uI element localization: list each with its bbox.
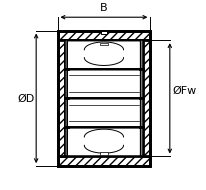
Bar: [143, 40, 150, 156]
FancyBboxPatch shape: [67, 99, 141, 127]
Bar: [101, 31, 107, 34]
FancyBboxPatch shape: [67, 41, 141, 69]
FancyBboxPatch shape: [67, 128, 141, 156]
FancyBboxPatch shape: [67, 70, 141, 98]
Bar: [100, 43, 108, 45]
Bar: [57, 40, 64, 156]
Bar: [57, 31, 150, 40]
Bar: [57, 31, 150, 166]
Text: ØD: ØD: [17, 93, 34, 103]
Bar: [64, 40, 143, 156]
Bar: [57, 156, 150, 166]
Text: B: B: [100, 3, 108, 13]
Text: ØFw: ØFw: [173, 86, 197, 96]
Bar: [100, 152, 108, 155]
